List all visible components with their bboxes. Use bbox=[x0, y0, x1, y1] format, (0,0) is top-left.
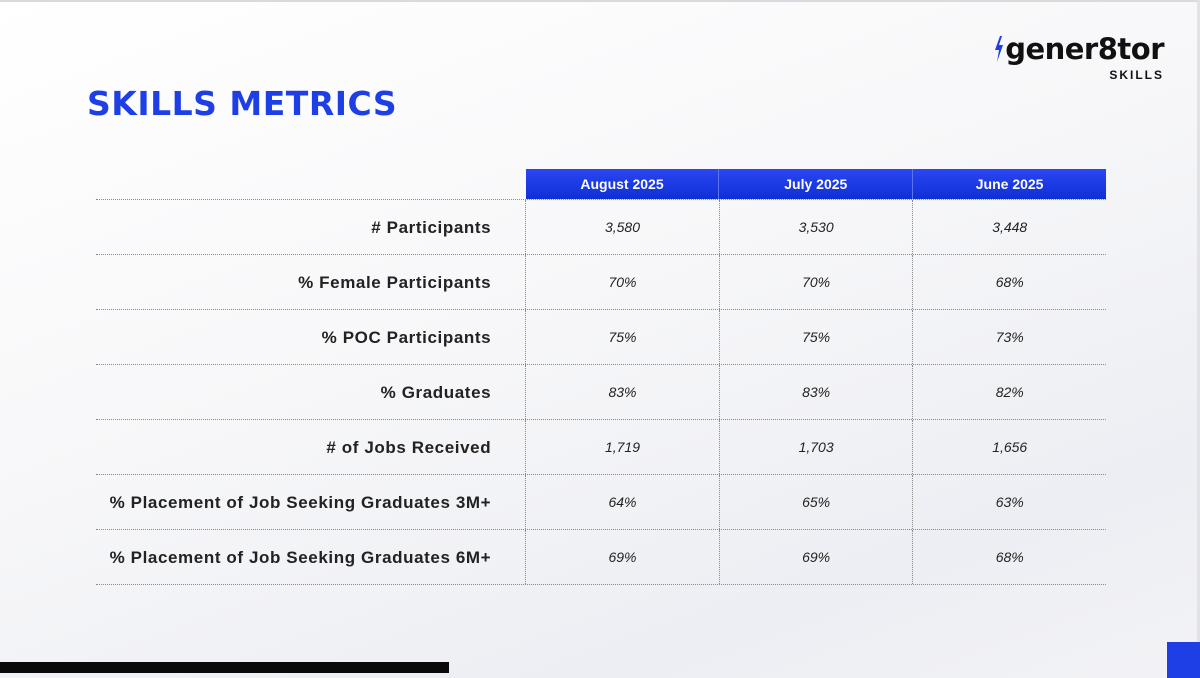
slide-frame-top bbox=[0, 0, 1200, 2]
row-label: % POC Participants bbox=[321, 327, 492, 347]
metrics-table: August 2025 July 2025 June 2025 # Partic… bbox=[96, 169, 1107, 585]
table-cell: 75% bbox=[718, 310, 913, 364]
table-header-row: August 2025 July 2025 June 2025 bbox=[96, 169, 1107, 199]
table-cell: 68% bbox=[912, 255, 1106, 309]
table-cell: 82% bbox=[912, 365, 1106, 419]
bolt-icon bbox=[995, 36, 1004, 62]
table-cell: 1,703 bbox=[718, 420, 913, 474]
row-label: % Placement of Job Seeking Graduates 3M+ bbox=[109, 492, 492, 512]
table-cell: 83% bbox=[718, 365, 913, 419]
table-cell: 63% bbox=[912, 475, 1106, 529]
row-label: # Participants bbox=[371, 217, 492, 237]
table-cell: 64% bbox=[525, 475, 719, 529]
row-label: % Placement of Job Seeking Graduates 6M+ bbox=[109, 547, 492, 567]
table-cell: 1,719 bbox=[525, 420, 719, 474]
table-cell: 83% bbox=[525, 365, 719, 419]
table-cell: 65% bbox=[718, 475, 913, 529]
row-label: % Female Participants bbox=[298, 272, 492, 292]
page-title: SKILLS METRICS bbox=[87, 84, 398, 123]
footer-accent-bar bbox=[0, 662, 449, 673]
table-row: % POC Participants 75% 75% 73% bbox=[96, 309, 1106, 364]
table-cell: 3,530 bbox=[718, 200, 913, 254]
table-cell: 73% bbox=[912, 310, 1106, 364]
table-cell: 70% bbox=[718, 255, 913, 309]
slide-frame-right bbox=[1197, 0, 1200, 678]
table-row: % Female Participants 70% 70% 68% bbox=[96, 254, 1106, 309]
table-cell: 69% bbox=[718, 530, 913, 584]
logo-wordmark-row: gener8tor bbox=[994, 34, 1164, 64]
header-spacer bbox=[96, 169, 526, 199]
brand-logo: gener8tor SKILLS bbox=[994, 34, 1164, 82]
table-cell: 68% bbox=[912, 530, 1106, 584]
logo-wordmark: gener8tor bbox=[1005, 32, 1164, 66]
table-cell: 69% bbox=[525, 530, 719, 584]
table-row: # of Jobs Received 1,719 1,703 1,656 bbox=[96, 419, 1106, 474]
table-row: % Graduates 83% 83% 82% bbox=[96, 364, 1106, 419]
table-row: % Placement of Job Seeking Graduates 3M+… bbox=[96, 474, 1106, 529]
table-cell: 75% bbox=[525, 310, 719, 364]
column-header-august: August 2025 bbox=[525, 169, 719, 199]
table-cell: 1,656 bbox=[912, 420, 1106, 474]
row-label: # of Jobs Received bbox=[326, 437, 492, 457]
corner-accent-square bbox=[1167, 642, 1200, 678]
row-label: % Graduates bbox=[380, 382, 492, 402]
column-header-june: June 2025 bbox=[912, 169, 1107, 199]
table-cell: 3,448 bbox=[912, 200, 1106, 254]
table-cell: 70% bbox=[525, 255, 719, 309]
table-cell: 3,580 bbox=[525, 200, 719, 254]
column-header-july: July 2025 bbox=[718, 169, 913, 199]
table-row: # Participants 3,580 3,530 3,448 bbox=[96, 199, 1106, 254]
table-row: % Placement of Job Seeking Graduates 6M+… bbox=[96, 529, 1106, 585]
logo-subtitle: SKILLS bbox=[1109, 68, 1164, 82]
